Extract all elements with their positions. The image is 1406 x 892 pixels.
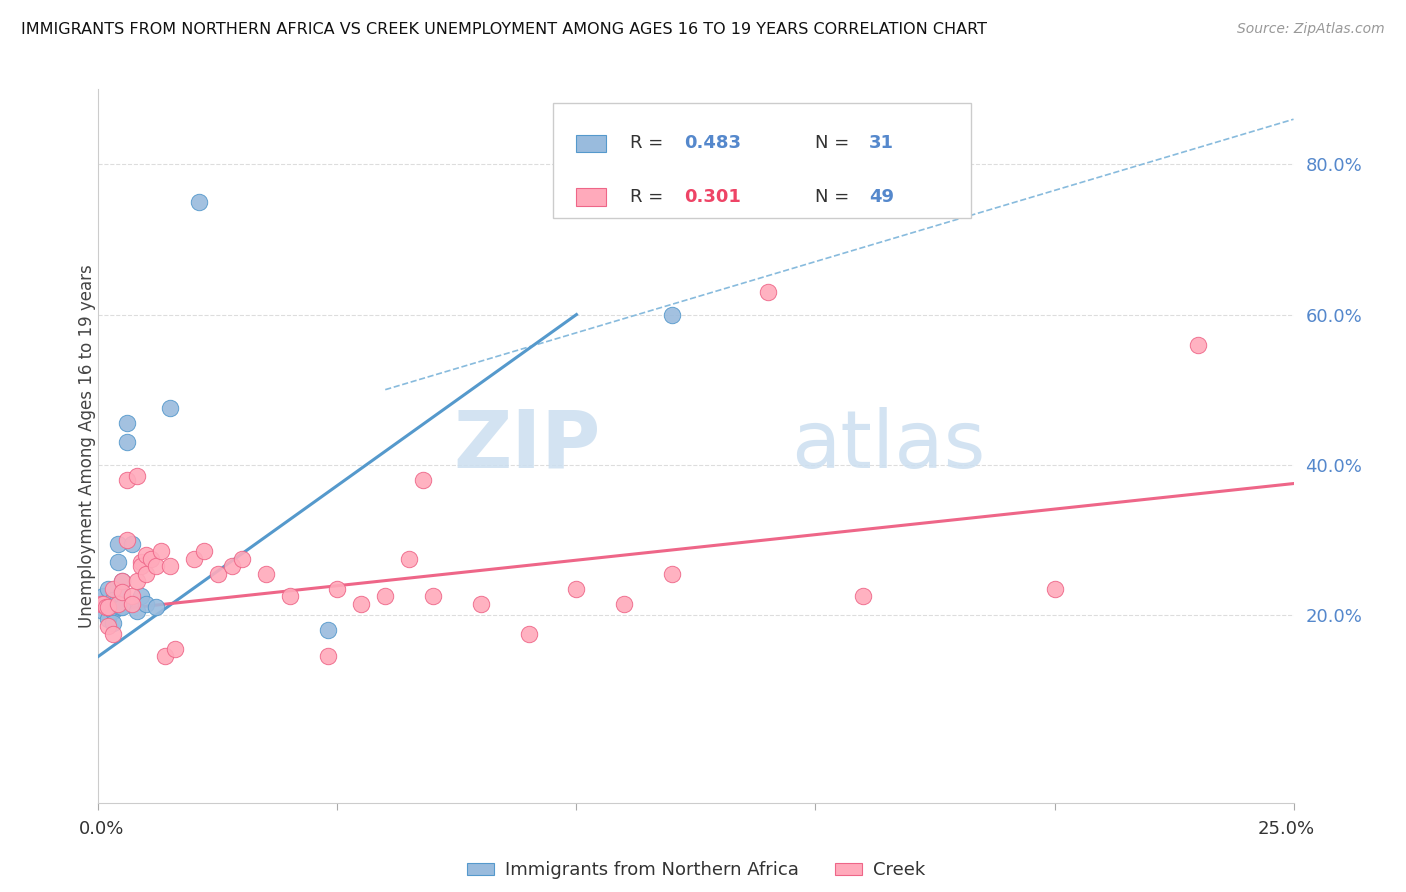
Point bbox=[115, 435, 138, 450]
Text: 0.0%: 0.0% bbox=[79, 820, 124, 838]
Point bbox=[207, 566, 229, 581]
Point bbox=[852, 589, 875, 603]
Point bbox=[613, 597, 636, 611]
Text: atlas: atlas bbox=[792, 407, 986, 485]
Point bbox=[155, 649, 177, 664]
Text: 31: 31 bbox=[869, 135, 894, 153]
Text: R =: R = bbox=[630, 188, 669, 206]
Text: N =: N = bbox=[815, 135, 855, 153]
Point bbox=[565, 582, 588, 596]
Point bbox=[107, 597, 129, 611]
Point bbox=[145, 559, 167, 574]
Point bbox=[316, 623, 339, 637]
Point bbox=[107, 597, 129, 611]
Point bbox=[374, 589, 396, 603]
Point bbox=[97, 619, 120, 633]
Point bbox=[111, 574, 134, 589]
Text: N =: N = bbox=[815, 188, 855, 206]
FancyBboxPatch shape bbox=[553, 103, 970, 218]
Point bbox=[661, 566, 683, 581]
Point bbox=[517, 627, 540, 641]
Point bbox=[183, 551, 205, 566]
Point bbox=[97, 612, 120, 626]
Point bbox=[91, 597, 114, 611]
Point bbox=[145, 600, 167, 615]
Text: 0.301: 0.301 bbox=[685, 188, 741, 206]
Point bbox=[125, 469, 148, 483]
Point bbox=[111, 600, 134, 615]
Point bbox=[97, 597, 120, 611]
Text: IMMIGRANTS FROM NORTHERN AFRICA VS CREEK UNEMPLOYMENT AMONG AGES 16 TO 19 YEARS : IMMIGRANTS FROM NORTHERN AFRICA VS CREEK… bbox=[21, 22, 987, 37]
Point bbox=[97, 582, 120, 596]
Point bbox=[422, 589, 444, 603]
Point bbox=[111, 574, 134, 589]
Point bbox=[159, 401, 181, 416]
Legend: Immigrants from Northern Africa, Creek: Immigrants from Northern Africa, Creek bbox=[460, 855, 932, 887]
Point bbox=[350, 597, 373, 611]
Point bbox=[115, 533, 138, 547]
Point bbox=[101, 593, 124, 607]
Point bbox=[231, 551, 253, 566]
Text: Source: ZipAtlas.com: Source: ZipAtlas.com bbox=[1237, 22, 1385, 37]
Text: R =: R = bbox=[630, 135, 669, 153]
Point bbox=[149, 544, 172, 558]
Point bbox=[101, 627, 124, 641]
Point bbox=[316, 649, 339, 664]
Point bbox=[101, 600, 124, 615]
Text: 49: 49 bbox=[869, 188, 894, 206]
Point bbox=[135, 548, 157, 562]
Point bbox=[125, 604, 148, 618]
Point bbox=[131, 556, 153, 570]
Point bbox=[98, 597, 122, 611]
Point bbox=[193, 544, 215, 558]
Point bbox=[115, 473, 138, 487]
Point bbox=[187, 194, 209, 209]
Point bbox=[1043, 582, 1066, 596]
Point bbox=[107, 556, 129, 570]
Point bbox=[135, 566, 157, 581]
Point bbox=[91, 604, 114, 618]
Point bbox=[91, 597, 114, 611]
Point bbox=[326, 582, 349, 596]
Point bbox=[756, 285, 779, 299]
Point bbox=[111, 589, 134, 603]
Text: 25.0%: 25.0% bbox=[1258, 820, 1315, 838]
Point bbox=[104, 597, 127, 611]
Point bbox=[121, 597, 143, 611]
Point bbox=[163, 641, 186, 656]
Point bbox=[661, 308, 683, 322]
Point bbox=[107, 536, 129, 550]
Point bbox=[121, 536, 143, 550]
Point bbox=[94, 600, 117, 615]
Point bbox=[108, 600, 131, 615]
Point bbox=[131, 589, 153, 603]
Point bbox=[115, 417, 138, 431]
Point bbox=[101, 615, 124, 630]
Point bbox=[412, 473, 434, 487]
Point bbox=[90, 597, 112, 611]
Text: ZIP: ZIP bbox=[453, 407, 600, 485]
Point bbox=[254, 566, 277, 581]
Point bbox=[131, 559, 153, 574]
Point bbox=[91, 589, 114, 603]
Point bbox=[278, 589, 301, 603]
Point bbox=[125, 574, 148, 589]
Point bbox=[97, 600, 120, 615]
Point bbox=[101, 582, 124, 596]
FancyBboxPatch shape bbox=[576, 188, 606, 206]
Point bbox=[101, 604, 124, 618]
Point bbox=[398, 551, 420, 566]
Point bbox=[1187, 337, 1209, 351]
Point bbox=[121, 589, 143, 603]
Point bbox=[111, 585, 134, 599]
Y-axis label: Unemployment Among Ages 16 to 19 years: Unemployment Among Ages 16 to 19 years bbox=[79, 264, 96, 628]
Point bbox=[159, 559, 181, 574]
Point bbox=[221, 559, 243, 574]
Point bbox=[135, 597, 157, 611]
Point bbox=[139, 551, 162, 566]
FancyBboxPatch shape bbox=[576, 135, 606, 153]
Text: 0.483: 0.483 bbox=[685, 135, 741, 153]
Point bbox=[94, 597, 117, 611]
Point bbox=[470, 597, 492, 611]
